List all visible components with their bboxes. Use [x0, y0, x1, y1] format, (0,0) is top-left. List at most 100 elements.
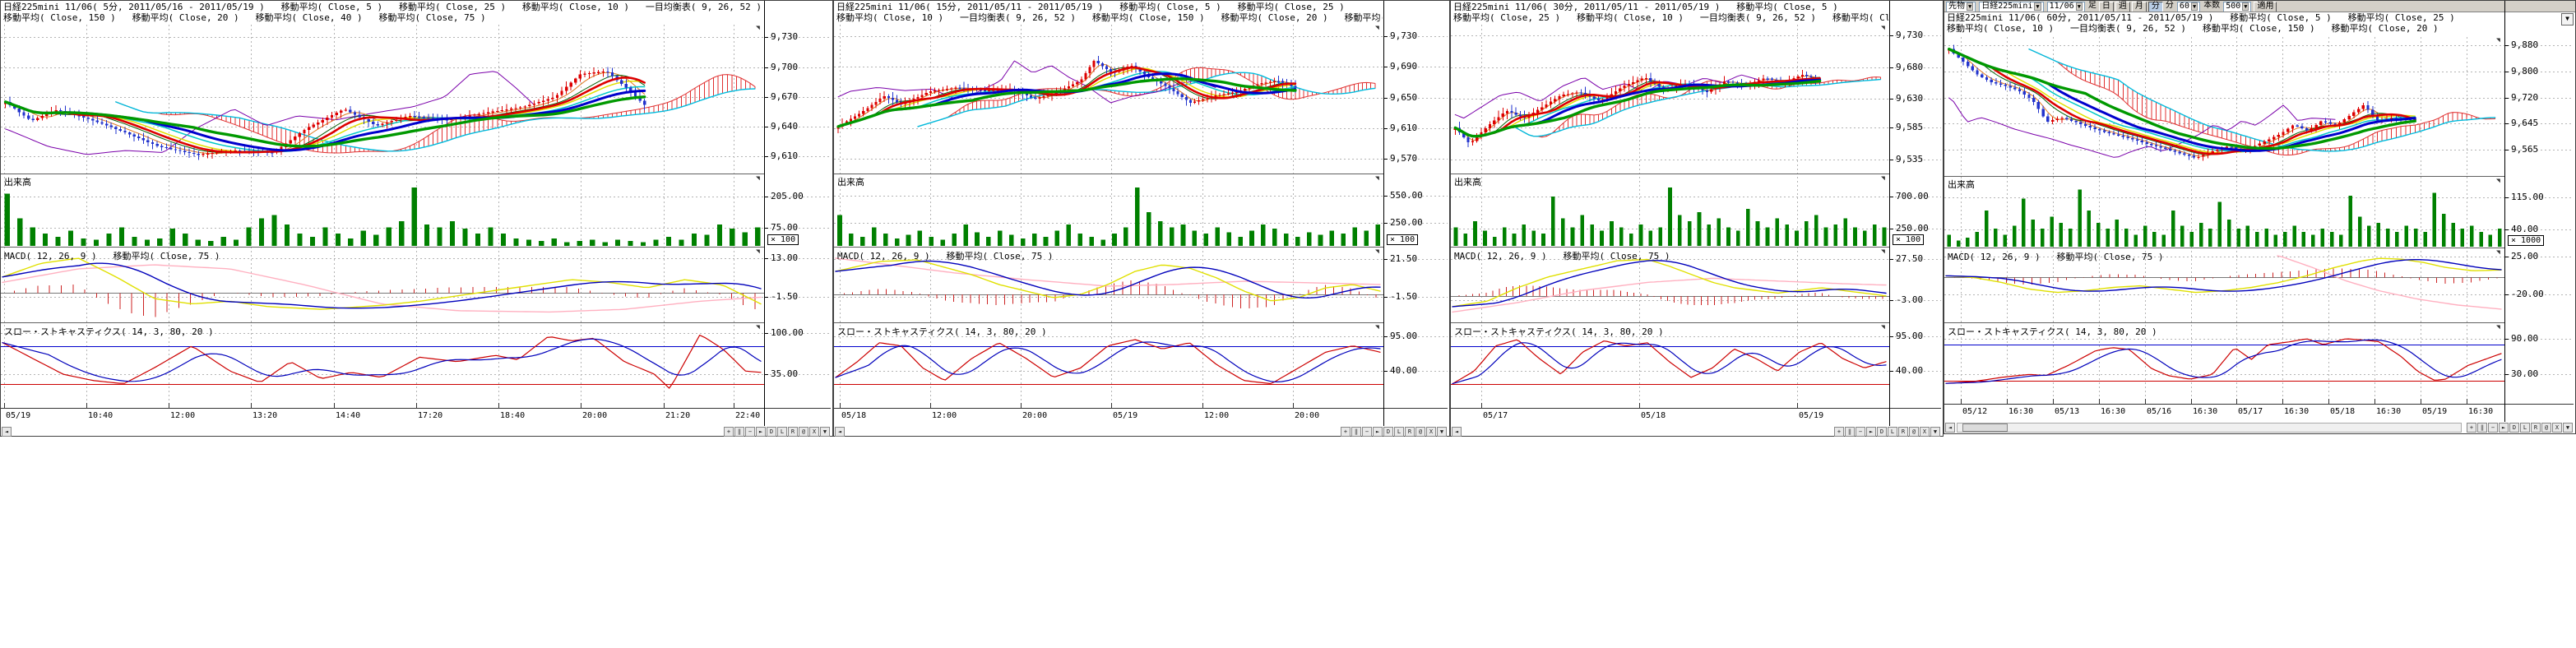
- window-tool-button-1[interactable]: ‖: [1845, 427, 1855, 437]
- chevron-down-icon[interactable]: ▼: [2075, 2, 2083, 11]
- symbol-dropdown-0[interactable]: 先物 ▼: [1946, 2, 1976, 12]
- window-tool-button-2[interactable]: −: [745, 427, 755, 437]
- window-tool-button-3[interactable]: ►: [1373, 427, 1383, 437]
- window-tool-button-0[interactable]: +: [1834, 427, 1844, 437]
- chevron-down-icon[interactable]: ▼: [2034, 2, 2041, 11]
- window-tool-button-9[interactable]: ▼: [2563, 423, 2573, 433]
- period-button-1[interactable]: 週: [2115, 2, 2130, 12]
- window-tool-button-8[interactable]: X: [1426, 427, 1436, 437]
- pane-expand-icon[interactable]: ◥: [1375, 323, 1379, 331]
- chart-title-line1: 日経225mini 11/06( 60分, 2011/05/11 - 2011/…: [1947, 12, 2455, 23]
- window-tool-button-5[interactable]: L: [1888, 427, 1897, 437]
- price-scale-label: 9,730: [1896, 29, 1924, 40]
- pane-expand-icon[interactable]: ◥: [1881, 24, 1885, 31]
- pane-expand-icon[interactable]: ◥: [756, 174, 760, 182]
- pane-expand-icon[interactable]: ◥: [2496, 36, 2500, 44]
- window-tool-button-0[interactable]: +: [1341, 427, 1351, 437]
- scrollbar-track[interactable]: [1957, 423, 2462, 433]
- chevron-down-icon[interactable]: ▼: [2190, 2, 2198, 11]
- window-tool-button-0[interactable]: +: [2467, 423, 2476, 433]
- window-tool-button-8[interactable]: X: [2552, 423, 2562, 433]
- pane-expand-icon[interactable]: ◥: [1375, 174, 1379, 182]
- window-tool-button-2[interactable]: −: [2488, 423, 2498, 433]
- window-tool-button-6[interactable]: R: [1405, 427, 1415, 437]
- chart-canvas-w3[interactable]: [1451, 1, 1943, 436]
- window-tool-button-3[interactable]: ►: [1866, 427, 1876, 437]
- window-tool-button-1[interactable]: ‖: [2477, 423, 2487, 433]
- window-tool-button-3[interactable]: ►: [756, 427, 766, 437]
- window-tool-button-4[interactable]: D: [1877, 427, 1887, 437]
- window-tool-button-3[interactable]: ►: [2499, 423, 2509, 433]
- window-tool-button-0[interactable]: +: [724, 427, 734, 437]
- symbol-dropdown-1[interactable]: 日経225mini ▼: [1979, 2, 2044, 12]
- time-axis-label: 05/19: [1113, 411, 1138, 420]
- period-button-0[interactable]: 日: [2098, 2, 2114, 12]
- window-tool-button-4[interactable]: D: [2509, 423, 2519, 433]
- minute-select[interactable]: 60 ▼: [2176, 2, 2201, 12]
- chart-canvas-w4[interactable]: [1944, 1, 2575, 433]
- window-tool-button-5[interactable]: L: [2520, 423, 2530, 433]
- window-tool-button-6[interactable]: R: [788, 427, 798, 437]
- scroll-left-button[interactable]: ◄: [835, 427, 845, 437]
- stochastics-pane-label: スロー・ストキャスティクス( 14, 3, 80, 20 ): [837, 326, 1047, 337]
- pane-expand-icon[interactable]: ◥: [1881, 248, 1885, 255]
- pane-expand-icon[interactable]: ◥: [2496, 248, 2500, 256]
- window-tool-button-1[interactable]: ‖: [1351, 427, 1361, 437]
- chart-canvas-w2[interactable]: [834, 1, 1449, 436]
- chart-canvas-w1[interactable]: [1, 1, 832, 436]
- scroll-left-button[interactable]: ◄: [1452, 427, 1462, 437]
- scroll-left-button[interactable]: ◄: [1945, 423, 1955, 433]
- time-axis-label: 05/17: [2238, 407, 2263, 416]
- pane-expand-icon[interactable]: ◥: [1375, 24, 1379, 31]
- pane-expand-icon[interactable]: ◥: [756, 248, 760, 255]
- chevron-down-icon[interactable]: ▼: [2242, 2, 2249, 11]
- pane-expand-icon[interactable]: ◥: [756, 24, 760, 31]
- window-tool-button-7[interactable]: @: [1909, 427, 1919, 437]
- window-tool-button-7[interactable]: @: [799, 427, 808, 437]
- pane-expand-icon[interactable]: ◥: [1375, 248, 1379, 255]
- time-axis-label: 18:40: [500, 411, 526, 420]
- period-button-2[interactable]: 月: [2131, 2, 2147, 12]
- apply-button[interactable]: 適用: [2254, 2, 2277, 12]
- window-menu-button[interactable]: ▼: [2561, 13, 2574, 25]
- price-scale-label: 9,570: [1390, 152, 1418, 164]
- window-tool-button-2[interactable]: −: [1856, 427, 1865, 437]
- scroll-left-button[interactable]: ◄: [2, 427, 12, 437]
- pane-expand-icon[interactable]: ◥: [2496, 323, 2500, 331]
- symbol-dropdown-2[interactable]: 11/06 ▼: [2046, 2, 2085, 12]
- price-scale-label: 9,680: [1896, 61, 1924, 72]
- bottom-scroll-strip: ◄ + ‖ − ► D L R @ X ▼: [1, 426, 832, 437]
- window-tool-button-4[interactable]: D: [767, 427, 776, 437]
- volume-scale-label: 75.00: [771, 221, 799, 233]
- bar-count-select[interactable]: 500 ▼: [2223, 2, 2252, 12]
- macd-pane-label: MACD( 12, 26, 9 ) 移動平均( Close, 75 ): [4, 251, 220, 262]
- window-tool-button-6[interactable]: R: [1898, 427, 1908, 437]
- bottom-scroll-strip: ◄ + ‖ − ► D L R @ X ▼: [834, 426, 1449, 437]
- pane-expand-icon[interactable]: ◥: [756, 323, 760, 331]
- window-tool-button-9[interactable]: ▼: [1437, 427, 1447, 437]
- window-tool-button-1[interactable]: ‖: [734, 427, 744, 437]
- window-tool-button-9[interactable]: ▼: [1930, 427, 1940, 437]
- window-tool-button-7[interactable]: @: [1415, 427, 1425, 437]
- price-scale-label: 9,645: [2511, 117, 2539, 128]
- window-tool-button-8[interactable]: X: [809, 427, 819, 437]
- pane-expand-icon[interactable]: ◥: [2496, 177, 2500, 184]
- chevron-down-icon[interactable]: ▼: [1967, 2, 1974, 11]
- price-scale-label: 9,720: [2511, 92, 2539, 104]
- pane-expand-icon[interactable]: ◥: [1881, 174, 1885, 182]
- pane-expand-icon[interactable]: ◥: [1881, 323, 1885, 331]
- window-tool-button-5[interactable]: L: [777, 427, 787, 437]
- window-tool-button-6[interactable]: R: [2531, 423, 2541, 433]
- time-axis-label: 05/19: [2422, 407, 2448, 416]
- window-tool-button-4[interactable]: D: [1383, 427, 1393, 437]
- period-button-3[interactable]: 分: [2147, 2, 2163, 12]
- window-tool-button-7[interactable]: @: [2541, 423, 2551, 433]
- scrollbar-thumb[interactable]: [1962, 424, 2008, 432]
- window-tool-button-2[interactable]: −: [1362, 427, 1372, 437]
- window-tool-button-5[interactable]: L: [1394, 427, 1404, 437]
- price-scale-label: 9,610: [1390, 122, 1418, 133]
- window-tool-button-9[interactable]: ▼: [820, 427, 830, 437]
- price-scale-label: 9,585: [1896, 122, 1924, 133]
- window-tool-button-8[interactable]: X: [1920, 427, 1930, 437]
